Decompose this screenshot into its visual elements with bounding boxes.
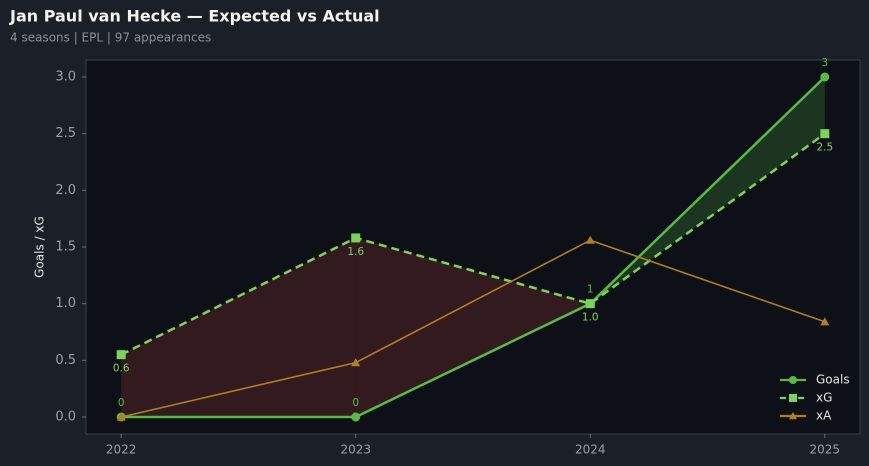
gap-fill (355, 237, 591, 417)
data-label: 1 (587, 284, 594, 296)
legend-label: xG (816, 391, 832, 405)
plot-area (85, 59, 861, 435)
data-point (351, 412, 361, 422)
series-line (121, 239, 826, 418)
y-tick-label: 2.0 (55, 183, 76, 198)
y-tick-label: 0.5 (55, 353, 76, 368)
y-tick-label: 0.0 (55, 410, 76, 425)
y-tick-label: 1.0 (55, 296, 76, 311)
legend-marker (789, 394, 797, 402)
y-tick-label: 1.5 (55, 240, 76, 255)
data-label: 2.5 (816, 142, 833, 154)
y-axis-label: Goals / xG (33, 216, 47, 278)
legend-label: Goals (816, 373, 850, 387)
y-tick-label: 2.5 (55, 126, 76, 141)
y-tick-label: 3.0 (55, 70, 76, 85)
series-line (121, 76, 826, 419)
legend-marker (789, 376, 797, 384)
data-point (820, 129, 830, 139)
x-tick-label: 2022 (106, 443, 137, 457)
data-label: 0.6 (113, 363, 130, 375)
gap-fill (121, 237, 356, 417)
data-point (116, 350, 126, 360)
data-point (351, 358, 361, 367)
data-point (820, 317, 830, 326)
data-point (116, 412, 126, 421)
data-label: 1.0 (582, 312, 599, 324)
data-label: 0 (118, 397, 125, 409)
legend-label: xA (816, 409, 832, 423)
x-tick-label: 2024 (575, 443, 606, 457)
data-point (351, 233, 361, 243)
x-tick-label: 2023 (340, 443, 371, 457)
chart-subtitle: 4 seasons | EPL | 97 appearances (10, 31, 211, 45)
data-point (585, 235, 595, 244)
data-point (585, 299, 595, 309)
x-tick-label: 2025 (810, 443, 841, 457)
chart-title: Jan Paul van Hecke — Expected vs Actual (9, 7, 380, 26)
data-point (820, 72, 830, 82)
series-line (120, 132, 826, 356)
data-label: 3 (821, 57, 828, 69)
legend-marker (789, 412, 797, 420)
data-label: 0 (352, 397, 359, 409)
data-label: 1.6 (347, 246, 364, 258)
